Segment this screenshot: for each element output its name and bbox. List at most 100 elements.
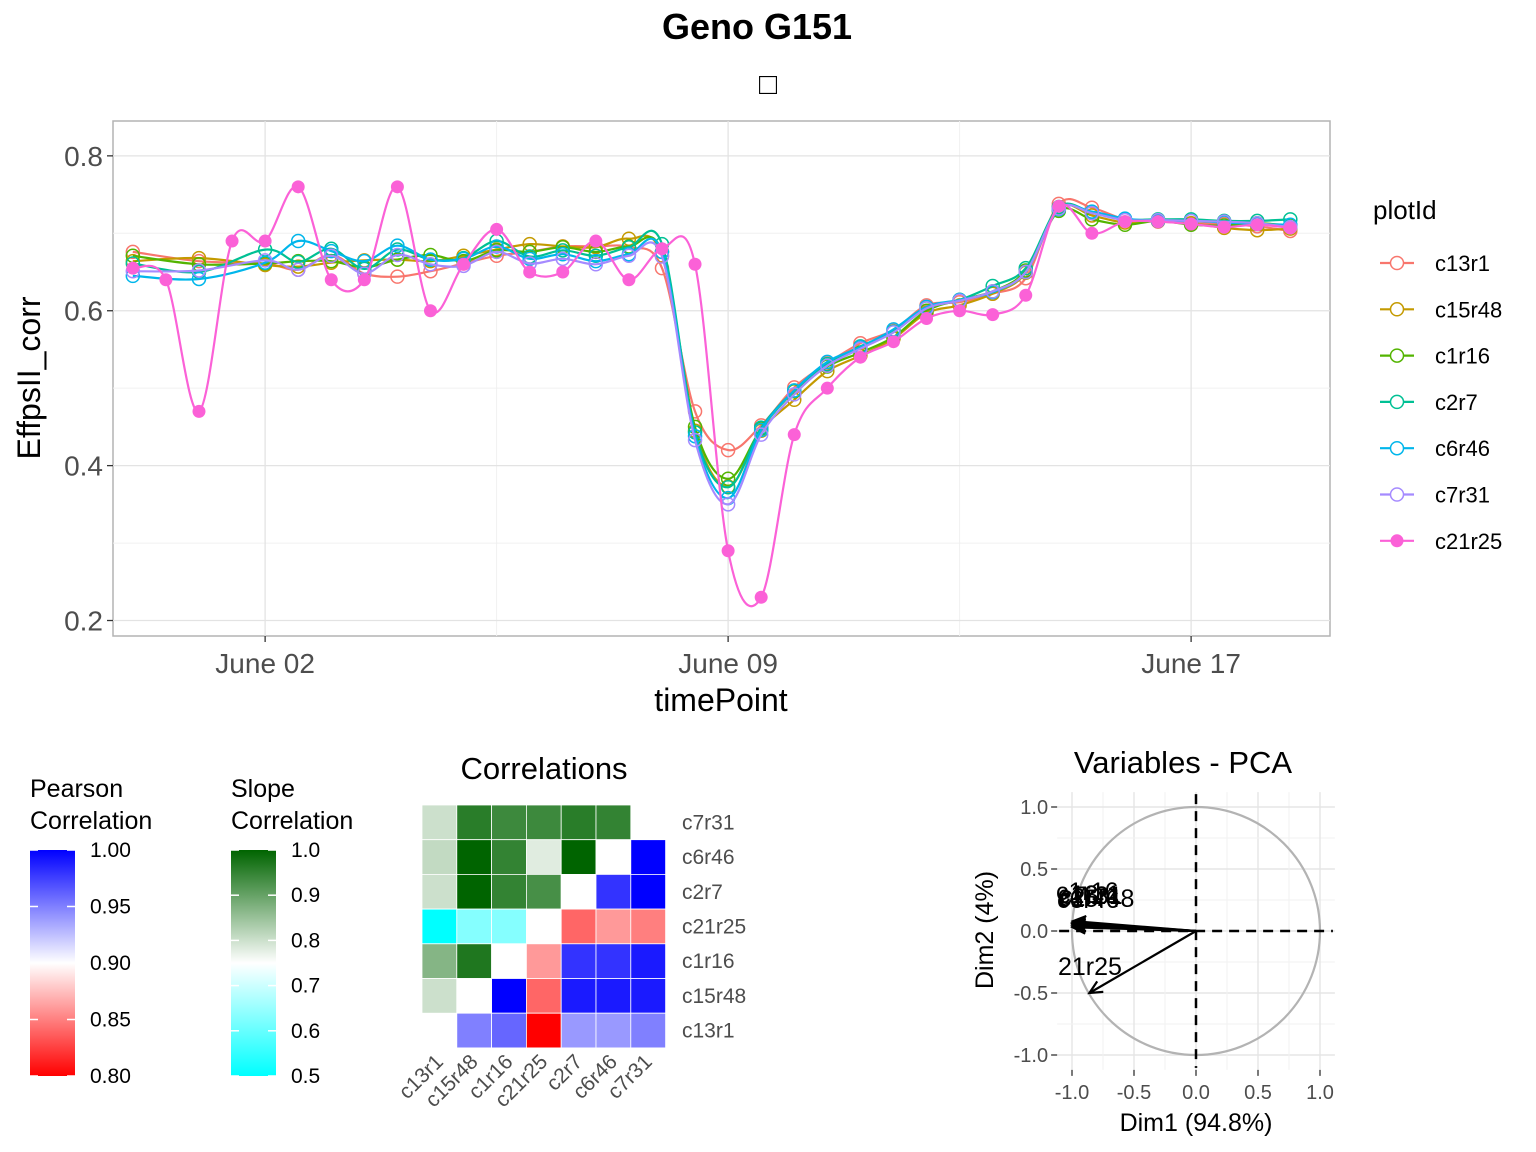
timeseries-point-c21r25 [258,234,272,248]
timeseries-point-c7r31 [324,248,339,264]
timeseries-point-c2r7 [720,480,736,495]
slope-colorbar-bar [231,850,276,1076]
timeseries-point-c21r25 [589,234,603,248]
timeseries-point-c21r25 [357,273,371,287]
timeseries-point-c21r25 [721,544,735,558]
legend-title: plotId [1373,195,1437,225]
timeseries-point-c21r25 [920,311,934,325]
timeseries-point-c7r31 [290,262,306,277]
timeseries-point-c6r46 [555,246,571,262]
timeseries-point-c7r31 [1018,264,1033,280]
slope-colorbar-tick-label: 0.8 [291,929,320,952]
pca-vector-label: c15r48 [1058,885,1134,913]
slope-colorbar-tick-label: 0.7 [291,975,320,998]
pearson-colorbar-tick-label: 0.90 [90,952,131,975]
timeseries-point-c21r25 [490,222,504,236]
timeseries-point-c2r7 [290,254,306,270]
heatmap-cell [560,874,597,910]
legend-label-c1r16: c1r16 [1435,344,1490,369]
timeseries-point-c7r31 [489,244,504,260]
timeseries-point-c21r25 [291,180,305,194]
heatmap-row-label: c6r46 [682,846,735,869]
heatmap-cell [630,943,666,979]
heatmap-cell [595,874,632,910]
heatmap-cell [421,804,458,841]
legend-marker-c7r31 [1389,487,1405,502]
legend-marker-c1r16 [1389,348,1405,363]
timeseries-point-c7r31 [787,387,802,402]
pearson-colorbar: Pearson Correlation 1.00 0.95 0.90 0.85 0.80 [30,775,152,1088]
heatmap-cell [491,908,527,945]
timeseries-y-tick-label: 0.2 [64,606,103,637]
pca-x-tick-label: 1.0 [1306,1082,1334,1104]
legend-label-c2r7: c2r7 [1435,390,1478,415]
heatmap-cell [630,908,666,945]
heatmap-cell [526,1012,562,1049]
timeseries-legend: plotId c13r1 c15r48 c1r16 c2r7 c6r46 c7r31 c21… [1373,195,1502,554]
heatmap-cell [560,839,597,875]
timeseries-chart: 0.2 0.4 0.6 0.8 June 02 June 09 June 17 timeP… [11,120,1331,718]
main-subtitle: □ [759,68,778,101]
legend-label-c7r31: c7r31 [1435,483,1490,508]
timeseries-point-c21r25 [126,261,140,275]
heatmap-cell [560,978,597,1014]
timeseries-point-c6r46 [390,238,405,253]
timeseries-point-c21r25 [556,265,570,279]
timeseries-point-c7r31 [820,358,835,373]
pca-x-label: Dim1 (94.8%) [1120,1109,1273,1137]
timeseries-point-c7r31 [621,248,637,264]
timeseries-point-c7r31 [390,247,405,263]
pca-y-tick-label: 1.0 [1020,797,1048,819]
heatmap-row-label: c1r16 [682,950,735,973]
timeseries-point-c7r31 [1084,205,1100,221]
heatmap-cell [630,978,666,1014]
main-title: Geno G151 [662,6,852,47]
timeseries-point-c21r25 [1217,220,1231,234]
slope-colorbar-tick-label: 1.0 [291,839,320,862]
timeseries-panel [112,120,1331,637]
timeseries-point-c21r25 [853,350,867,364]
heatmap-cell [456,943,492,979]
pearson-colorbar-tick-label: 0.80 [90,1065,131,1088]
timeseries-point-c21r25 [523,265,537,279]
heatmap-cell [491,874,527,910]
timeseries-point-c1r16 [720,471,736,487]
slope-colorbar-title-line1: Slope [231,775,295,803]
timeseries-point-c6r46 [423,252,438,267]
pca-variables-chart: Variables - PCA c13r1c15r48c1r16c2r7c6r4… [971,745,1335,1137]
timeseries-point-c6r46 [787,383,802,398]
heatmap-cell [456,1012,492,1049]
heatmap-cell [456,978,492,1014]
timeseries-point-c21r25 [1151,215,1165,229]
timeseries-point-c7r31 [257,253,273,268]
pca-y-tick-label: -1.0 [1014,1045,1048,1067]
heatmap-cell [456,839,492,875]
heatmap-title: Correlations [460,751,627,786]
pca-vector-label: 21r25 [1058,953,1122,981]
timeseries-point-c21r25 [1184,217,1198,231]
timeseries-point-c13r1 [390,269,405,284]
timeseries-point-c21r25 [886,335,900,349]
timeseries-point-c13r1 [720,442,736,458]
timeseries-point-c21r25 [192,404,206,418]
pearson-colorbar-title-line1: Pearson [30,775,123,803]
timeseries-point-c13r1 [125,244,141,260]
timeseries-point-c1r16 [390,252,405,267]
slope-colorbar: Slope Correlation 1.0 0.9 0.8 0.7 0.6 0.5 [231,775,353,1088]
pca-vector-c7r31 [1072,926,1197,933]
heatmap-cell [595,978,632,1014]
timeseries-point-c21r25 [986,308,1000,322]
timeseries-point-c21r25 [787,428,801,442]
timeseries-point-c21r25 [688,257,702,271]
heatmap-row-label: c13r1 [682,1020,735,1043]
timeseries-point-c7r31 [687,432,703,448]
slope-colorbar-tick-label: 0.6 [291,1020,320,1043]
legend-marker-c6r46 [1389,440,1405,456]
pca-vector-label: c1r16 [1056,878,1119,906]
timeseries-point-c21r25 [1085,226,1099,240]
heatmap-cell [526,978,562,1014]
pca-y-tick-label: 0.0 [1020,921,1048,943]
timeseries-point-c21r25 [754,590,768,604]
pca-vector-arrowhead [1070,920,1086,935]
heatmap-cell [595,804,632,841]
